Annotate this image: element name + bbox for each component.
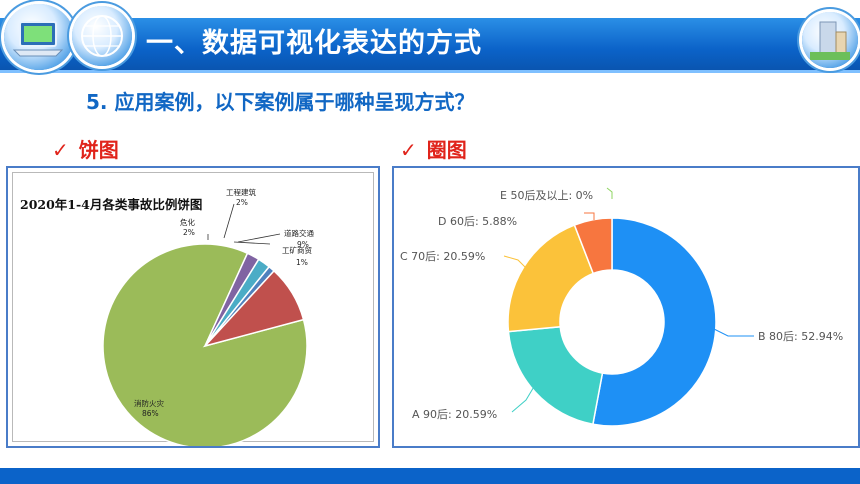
pie-slice-4 [202,269,305,348]
leader-line-d [584,212,595,220]
pie-label-value-fire: 86% [142,409,159,418]
footer-band [0,468,860,484]
leader-line-a [511,379,539,413]
donut-label-a: A 90后: 20.59% [412,408,497,421]
pie-label-name-road: 道路交通 [284,228,314,238]
donut-slice-0 [592,217,717,427]
pie-chart-svg: 危化 2% 工程建筑 2% 道路交通 9% 工矿商贸 1% 消防火灾 86% [102,187,314,446]
leader-line-c [503,255,529,271]
pie-label-name-build: 工程建筑 [226,187,256,197]
pie-label-value-mining: 1% [296,258,308,267]
checkmark-icon: ✓ [52,138,69,162]
donut-label-c: C 70后: 20.59% [400,250,485,263]
category-pie: ✓ 饼图 [52,134,119,163]
globe-logo-icon [72,6,132,66]
pie-chart-panel: 2020年1-4月各类事故比例饼图 危化 2% 工程建筑 2% 道路交通 9% … [6,166,380,448]
donut-chart-svg: E 50后及以上: 0% D 60后: 5.88% C 70后: 20.59% … [400,187,843,427]
pie-label-value-road: 9% [297,240,309,249]
category-pie-label: 饼图 [78,138,119,162]
donut-chart-panel: E 50后及以上: 0% D 60后: 5.88% C 70后: 20.59% … [392,166,860,448]
donut-label-e: E 50后及以上: 0% [500,189,593,202]
building-logo-icon [802,12,858,68]
donut-slice-3 [573,217,613,275]
pie-label-name-chem: 危化 [180,217,195,227]
question-subtitle: 5. 应用案例，以下案例属于哪种呈现方式？ [86,90,475,114]
category-donut-label: 圈图 [426,138,467,162]
leader-line-e [606,187,613,199]
pie-label-name-fire: 消防火灾 [134,398,164,408]
leader-line [233,241,271,245]
leader-line [237,233,281,243]
donut-label-b: B 80后: 52.94% [758,330,843,343]
header-band [0,18,860,73]
leader-line-b [707,325,754,337]
page-title: 一、数据可视化表达的方式 [146,28,482,59]
leader-line [223,203,235,239]
donut-slice-1 [507,325,604,426]
category-donut: ✓ 圈图 [400,134,467,163]
donut-label-d: D 60后: 5.88% [438,215,517,228]
pie-chart-title: 2020年1-4月各类事故比例饼图 [20,197,203,212]
pie-label-value-build: 2% [236,198,248,207]
laptop-logo-icon [4,4,74,70]
pie-label-value-chem: 2% [183,228,195,237]
checkmark-icon: ✓ [400,138,417,162]
pie-label-name-mining: 工矿商贸 [282,245,312,255]
